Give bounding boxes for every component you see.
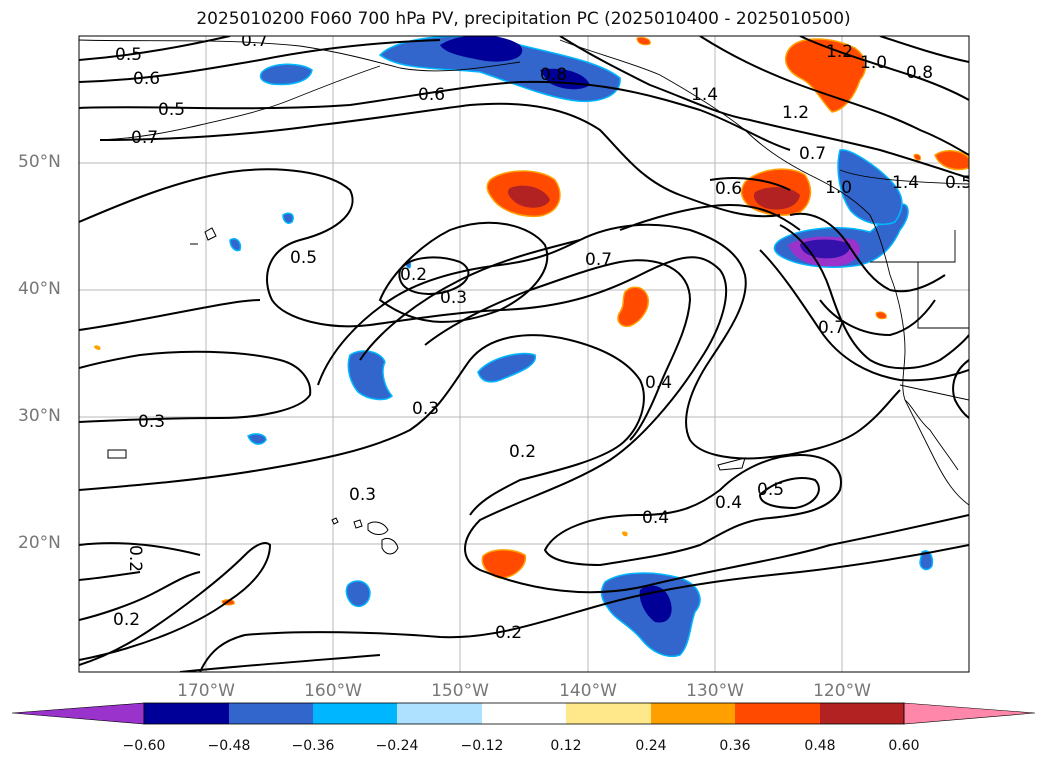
contour-label: 0.3: [138, 412, 165, 432]
contour-label: 0.4: [715, 493, 742, 513]
map-frame: [78, 35, 970, 673]
colorbar-tick-label: −0.12: [460, 738, 504, 754]
colorbar-swatch: [735, 703, 820, 724]
colorbar-tick-label: 0.60: [888, 738, 920, 754]
colorbar-min-extend: [11, 702, 145, 725]
colorbar-swatch: [313, 703, 397, 724]
lat-tick-label: 30°N: [18, 406, 61, 426]
contour-label: 0.5: [945, 173, 972, 193]
contour-label: 0.8: [540, 65, 567, 85]
contour-label: 0.2: [125, 545, 145, 572]
lon-tick-label: 120°W: [813, 681, 871, 701]
colorbar-swatch: [482, 703, 566, 724]
contour-label: 0.2: [113, 610, 140, 630]
contour-label: 0.6: [418, 85, 445, 105]
contour-label: 0.7: [131, 128, 158, 148]
contour-label: 0.3: [412, 399, 439, 419]
contour-label: 1.2: [782, 103, 809, 123]
colorbar-swatch: [651, 703, 735, 724]
contour-label: 1.4: [691, 85, 718, 105]
contour-label: 0.2: [495, 623, 522, 643]
colorbar-tick-label: 0.24: [635, 738, 667, 754]
lat-tick-label: 40°N: [18, 279, 61, 299]
contour-label: 0.4: [642, 508, 669, 528]
colorbar-tick-label: 0.48: [804, 738, 836, 754]
lon-tick-label: 170°W: [177, 681, 235, 701]
contour-label: 0.8: [906, 63, 933, 83]
contour-label: 1.2: [826, 42, 853, 62]
coastlines: [79, 39, 969, 506]
contour-label: 0.7: [585, 250, 612, 270]
contour-label: 0.2: [509, 442, 536, 462]
islands: [107, 227, 746, 555]
colorbar-swatch: [820, 703, 904, 724]
colorbar-tick-label: −0.60: [122, 738, 166, 754]
contour-label: 1.0: [825, 178, 852, 198]
contour-label: 0.5: [158, 100, 185, 120]
contour-label: 0.3: [349, 485, 376, 505]
lon-tick-label: 130°W: [686, 681, 744, 701]
pv-contours: [79, 36, 969, 672]
contour-label: 1.0: [860, 53, 887, 73]
contour-label: 0.5: [115, 45, 142, 65]
contour-label: 0.4: [645, 373, 672, 393]
colorbar-swatch: [397, 703, 482, 724]
colorbar-tick-label: −0.48: [207, 738, 251, 754]
lat-tick-label: 20°N: [18, 533, 61, 553]
lon-tick-label: 150°W: [431, 681, 489, 701]
lon-tick-label: 140°W: [559, 681, 617, 701]
colorbar-tick-label: −0.36: [291, 738, 335, 754]
contour-label: 0.3: [440, 288, 467, 308]
contour-label: 0.2: [400, 265, 427, 285]
colorbar-tick-label: 0.12: [550, 738, 582, 754]
contour-label: 0.5: [290, 248, 317, 268]
contour-label: 0.6: [715, 179, 742, 199]
colorbar-swatch: [144, 703, 229, 724]
contour-label: 1.4: [892, 173, 919, 193]
contour-label: 0.5: [757, 480, 784, 500]
colorbar-tick-label: −0.24: [375, 738, 419, 754]
contour-label: 0.7: [818, 318, 845, 338]
colorbar-swatch: [229, 703, 313, 724]
colorbar-swatch: [566, 703, 651, 724]
contour-label: 0.7: [799, 144, 826, 164]
lon-tick-label: 160°W: [304, 681, 362, 701]
colorbar-tick-label: 0.36: [719, 738, 751, 754]
colorbar-max-extend: [903, 702, 1036, 725]
contour-label: 0.6: [133, 69, 160, 89]
map-title: 2025010200 F060 700 hPa PV, precipitatio…: [196, 9, 851, 29]
contour-labels: 0.5 0.7 0.6 0.6 0.5 0.8 1.4 1.2 1.0 0.8 …: [113, 31, 972, 643]
colorbar: [11, 702, 1036, 725]
contour-label: 0.7: [241, 31, 268, 51]
lat-tick-label: 50°N: [18, 152, 61, 172]
